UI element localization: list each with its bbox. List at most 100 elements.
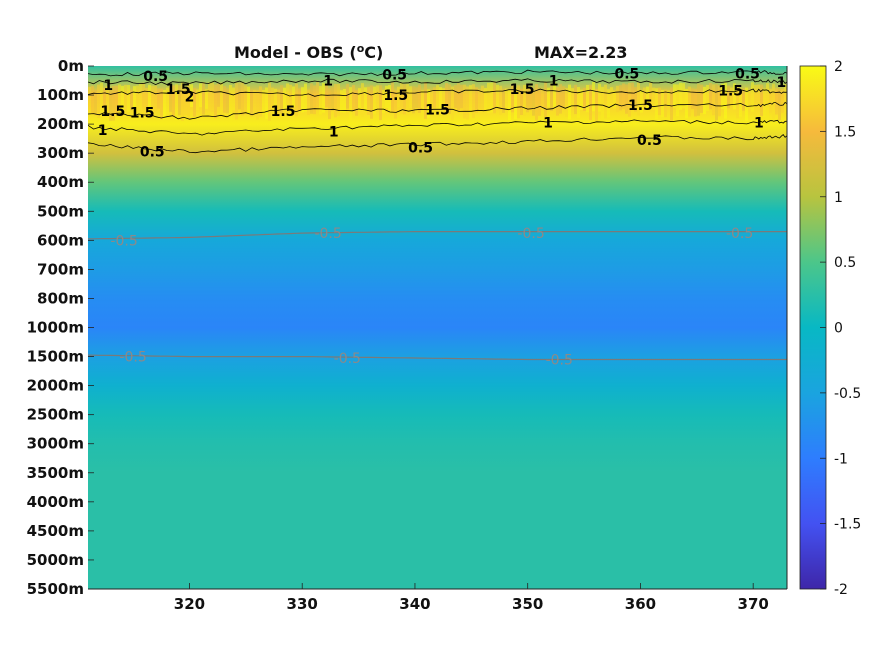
surface-stripe xyxy=(652,87,655,110)
surface-stripe xyxy=(574,84,577,115)
surface-stripe xyxy=(415,87,418,109)
surface-stripe xyxy=(193,88,196,117)
surface-stripe xyxy=(175,84,178,121)
surface-stripe xyxy=(121,85,124,111)
heatmap-field xyxy=(88,66,787,589)
surface-stripe xyxy=(460,84,463,109)
surface-stripe xyxy=(409,86,412,109)
surface-stripe xyxy=(109,90,112,121)
y-tick-label: 200m xyxy=(37,115,84,133)
surface-stripe xyxy=(442,88,445,107)
contour-label: 0.5 xyxy=(637,133,662,149)
surface-stripe xyxy=(526,85,529,113)
surface-stripe xyxy=(337,83,340,116)
surface-stripe xyxy=(700,84,703,113)
contour-label: 1.5 xyxy=(628,98,653,114)
surface-stripe xyxy=(730,87,733,113)
surface-stripe xyxy=(400,83,403,114)
surface-stripe xyxy=(523,84,526,116)
surface-stripe xyxy=(562,86,565,108)
surface-stripe xyxy=(751,82,754,112)
surface-stripe xyxy=(184,89,187,116)
surface-stripe xyxy=(499,85,502,115)
surface-stripe xyxy=(784,84,787,114)
surface-stripe xyxy=(124,84,127,109)
colorbar-tick-label: 0 xyxy=(834,321,843,337)
contour-label: 1 xyxy=(754,116,764,132)
surface-stripe xyxy=(709,83,712,110)
surface-stripe xyxy=(316,82,319,108)
surface-stripe xyxy=(538,88,541,116)
surface-stripe xyxy=(307,89,310,115)
contour-line xyxy=(88,101,787,120)
surface-stripe xyxy=(295,83,298,117)
surface-stripe xyxy=(397,86,400,108)
surface-stripe xyxy=(280,85,283,114)
surface-stripe xyxy=(256,90,259,120)
surface-stripe xyxy=(310,83,313,114)
contour-label: -0.5 xyxy=(726,226,753,242)
contour-label: 1 xyxy=(323,74,333,90)
surface-stripe xyxy=(718,85,721,117)
surface-stripe xyxy=(706,85,709,111)
surface-stripe xyxy=(283,87,286,109)
surface-stripe xyxy=(754,84,757,120)
surface-stripe xyxy=(406,83,409,116)
y-tick-label: 4000m xyxy=(27,493,84,511)
surface-stripe xyxy=(298,88,301,112)
colorbar-tick-label: 1 xyxy=(834,190,843,206)
contour-line xyxy=(88,88,787,97)
contour-label: 0.5 xyxy=(735,66,760,82)
contour-label: -0.5 xyxy=(110,233,137,249)
x-tick-label: 330 xyxy=(287,595,318,613)
surface-stripe xyxy=(391,82,394,112)
surface-stripe xyxy=(712,84,715,116)
chart-title: Model - OBS (oC) xyxy=(234,42,383,62)
x-tick-label: 350 xyxy=(512,595,543,613)
surface-stripe xyxy=(604,84,607,119)
surface-stripe xyxy=(331,86,334,111)
surface-stripe xyxy=(286,83,289,110)
surface-stripe xyxy=(472,84,475,119)
surface-stripe xyxy=(763,88,766,118)
surface-stripe xyxy=(466,86,469,120)
surface-stripe xyxy=(364,87,367,112)
surface-stripe xyxy=(550,83,553,111)
surface-stripe xyxy=(163,90,166,120)
surface-stripe xyxy=(403,84,406,115)
surface-stripe xyxy=(202,82,205,115)
surface-stripe xyxy=(631,82,634,110)
surface-stripe xyxy=(139,83,142,110)
surface-stripe xyxy=(439,87,442,109)
contour-label: 1.5 xyxy=(510,82,535,98)
surface-stripe xyxy=(169,84,172,112)
surface-stripe xyxy=(457,83,460,112)
y-tick-label: 400m xyxy=(37,173,84,191)
contour-label: 1.5 xyxy=(383,88,408,104)
surface-stripe xyxy=(607,89,610,118)
surface-stripe xyxy=(490,82,493,113)
surface-stripe xyxy=(127,85,130,112)
surface-stripe xyxy=(772,83,775,119)
surface-stripe xyxy=(241,82,244,116)
surface-stripe xyxy=(592,81,595,112)
surface-stripe xyxy=(580,89,583,111)
surface-stripe xyxy=(112,85,115,121)
y-tick-label: 300m xyxy=(37,144,84,162)
surface-stripe xyxy=(544,82,547,118)
surface-stripe xyxy=(394,90,397,119)
surface-stripe xyxy=(655,88,658,120)
surface-stripe xyxy=(622,83,625,109)
y-tick-label: 0m xyxy=(58,57,84,75)
colorbar-tick-label: 2 xyxy=(834,59,843,75)
y-tick-label: 700m xyxy=(37,260,84,278)
x-tick-label: 370 xyxy=(738,595,769,613)
surface-stripe xyxy=(142,82,145,108)
y-tick-label: 5000m xyxy=(27,551,84,569)
surface-stripe xyxy=(223,86,226,113)
surface-stripe xyxy=(493,81,496,114)
surface-stripe xyxy=(235,82,238,120)
contour-lines xyxy=(88,69,787,361)
surface-stripe xyxy=(547,87,550,107)
surface-stripe xyxy=(211,82,214,112)
